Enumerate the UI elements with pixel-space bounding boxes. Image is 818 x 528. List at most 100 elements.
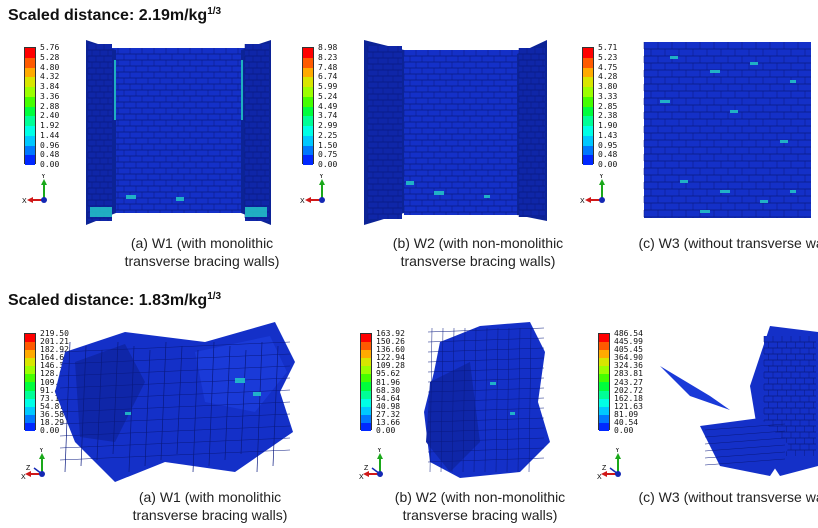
legend-color-band	[361, 366, 371, 375]
legend-color-band	[303, 87, 313, 97]
legend-value: 3.74	[318, 111, 338, 121]
legend-value: 1.44	[40, 130, 60, 140]
legend-value: 18.29	[40, 417, 65, 427]
legend-color-band	[583, 126, 593, 136]
legend-color-band	[303, 106, 313, 117]
axis-label-x: X	[597, 474, 602, 481]
legend-color-band	[25, 116, 35, 126]
legend-value: 405.45	[614, 345, 643, 355]
legend-value: 68.30	[376, 385, 401, 395]
legend-color-band	[583, 106, 593, 117]
legend-color-bar	[302, 47, 314, 165]
legend-color-band	[25, 398, 35, 407]
legend-color-band	[361, 382, 371, 391]
legend-color-band	[303, 126, 313, 136]
legend-value: 128.04	[40, 369, 69, 379]
legend-value: 3.36	[40, 91, 60, 101]
legend-color-band	[303, 57, 313, 68]
legend-value: 4.28	[598, 72, 618, 82]
legend-color-band	[361, 406, 371, 415]
legend-color-band	[583, 77, 593, 87]
legend-color-band	[25, 414, 35, 423]
caption-line-2: transverse bracing walls)	[400, 253, 556, 269]
legend-color-band	[25, 106, 35, 117]
legend-value: 243.27	[614, 377, 643, 387]
legend-value: 201.21	[40, 337, 69, 347]
legend-value: 2.88	[40, 101, 60, 111]
legend-color-bar	[582, 47, 594, 165]
legend-value: 364.90	[614, 353, 643, 363]
legend-color-band	[25, 67, 35, 78]
legend-value: 27.32	[376, 409, 401, 419]
legend-color-band	[25, 57, 35, 68]
section-title-prefix: Scaled distance:	[8, 292, 139, 309]
legend-value: 219.50	[40, 329, 69, 338]
legend-color-band	[361, 414, 371, 423]
legend-value: 1.90	[598, 121, 618, 130]
section-title-row-2: Scaled distance: 1.83m/kg1/3	[8, 291, 221, 310]
legend-color-band	[25, 350, 35, 359]
legend-value: 5.99	[318, 82, 338, 91]
legend-color-band	[25, 374, 35, 383]
legend-value: 0.96	[40, 140, 60, 150]
legend-color-band	[303, 96, 313, 107]
legend-color-band	[599, 382, 609, 391]
legend-value: 121.63	[614, 401, 643, 411]
legend-value: 0.00	[40, 160, 60, 169]
caption-line-1: (c) W3 (without transverse walls)	[638, 489, 818, 505]
legend-value: 13.66	[376, 417, 401, 427]
legend-value: 5.23	[598, 52, 618, 62]
panel-caption: (b) W2 (with non-monolithic transverse br…	[370, 488, 590, 524]
panel-caption: (c) W3 (without transverse walls)	[630, 488, 818, 506]
legend-value: 445.99	[614, 337, 643, 347]
legend-color-band	[583, 145, 593, 156]
axis-label-y: Y	[599, 174, 604, 180]
axis-label-x: X	[21, 474, 26, 481]
legend-value: 0.75	[318, 150, 338, 160]
legend-value: 1.50	[318, 140, 338, 150]
legend-color-band	[25, 126, 35, 136]
legend-color-band	[25, 77, 35, 87]
legend-value: 0.48	[40, 150, 60, 160]
legend-value: 4.32	[40, 72, 60, 82]
legend-value: 5.24	[318, 91, 338, 101]
axis-label-x: X	[580, 198, 585, 205]
legend-value: 2.25	[318, 130, 338, 140]
legend-color-band	[25, 96, 35, 107]
panel-caption: (a) W1 (with monolithic transverse bracin…	[100, 488, 320, 524]
legend-color-band	[361, 398, 371, 407]
legend-value: 8.23	[318, 52, 338, 62]
legend-value: 109.75	[40, 377, 69, 387]
legend-color-band	[303, 67, 313, 78]
legend-value: 202.72	[614, 385, 643, 395]
legend-value: 40.98	[376, 401, 401, 411]
caption-line-1: (c) W3 (without transverse walls)	[638, 235, 818, 251]
legend-value: 0.00	[318, 160, 338, 169]
legend-color-band	[303, 116, 313, 126]
legend-value: 81.09	[614, 409, 639, 419]
coordinate-axes-icon: YX	[22, 174, 47, 205]
damage-contour-model	[643, 42, 811, 218]
legend-value: 8.98	[318, 43, 338, 52]
caption-line-2: transverse bracing walls)	[124, 253, 280, 269]
legend-color-bar	[360, 333, 372, 431]
legend-value: 54.64	[376, 393, 401, 403]
caption-line-1: (b) W2 (with non-monolithic	[394, 489, 566, 505]
legend-color-band	[361, 334, 371, 343]
legend-value: 5.76	[40, 43, 60, 52]
axis-label-y: Y	[377, 448, 382, 454]
legend-color-band	[599, 422, 609, 431]
legend-value: 1.43	[598, 130, 618, 140]
axis-label-y: Y	[39, 448, 44, 454]
legend-color-band	[361, 350, 371, 359]
legend-color-band	[25, 145, 35, 156]
legend-value: 2.40	[40, 111, 60, 121]
legend-value: 3.80	[598, 82, 618, 91]
legend-color-band	[25, 358, 35, 367]
legend-value: 5.71	[598, 43, 618, 52]
legend-color-band	[583, 48, 593, 58]
legend-value: 164.62	[40, 353, 69, 363]
legend-color-band	[25, 382, 35, 391]
panel-caption: (c) W3 (without transverse walls)	[630, 234, 818, 252]
panel-caption: (b) W2 (with non-monolithic transverse br…	[368, 234, 588, 270]
